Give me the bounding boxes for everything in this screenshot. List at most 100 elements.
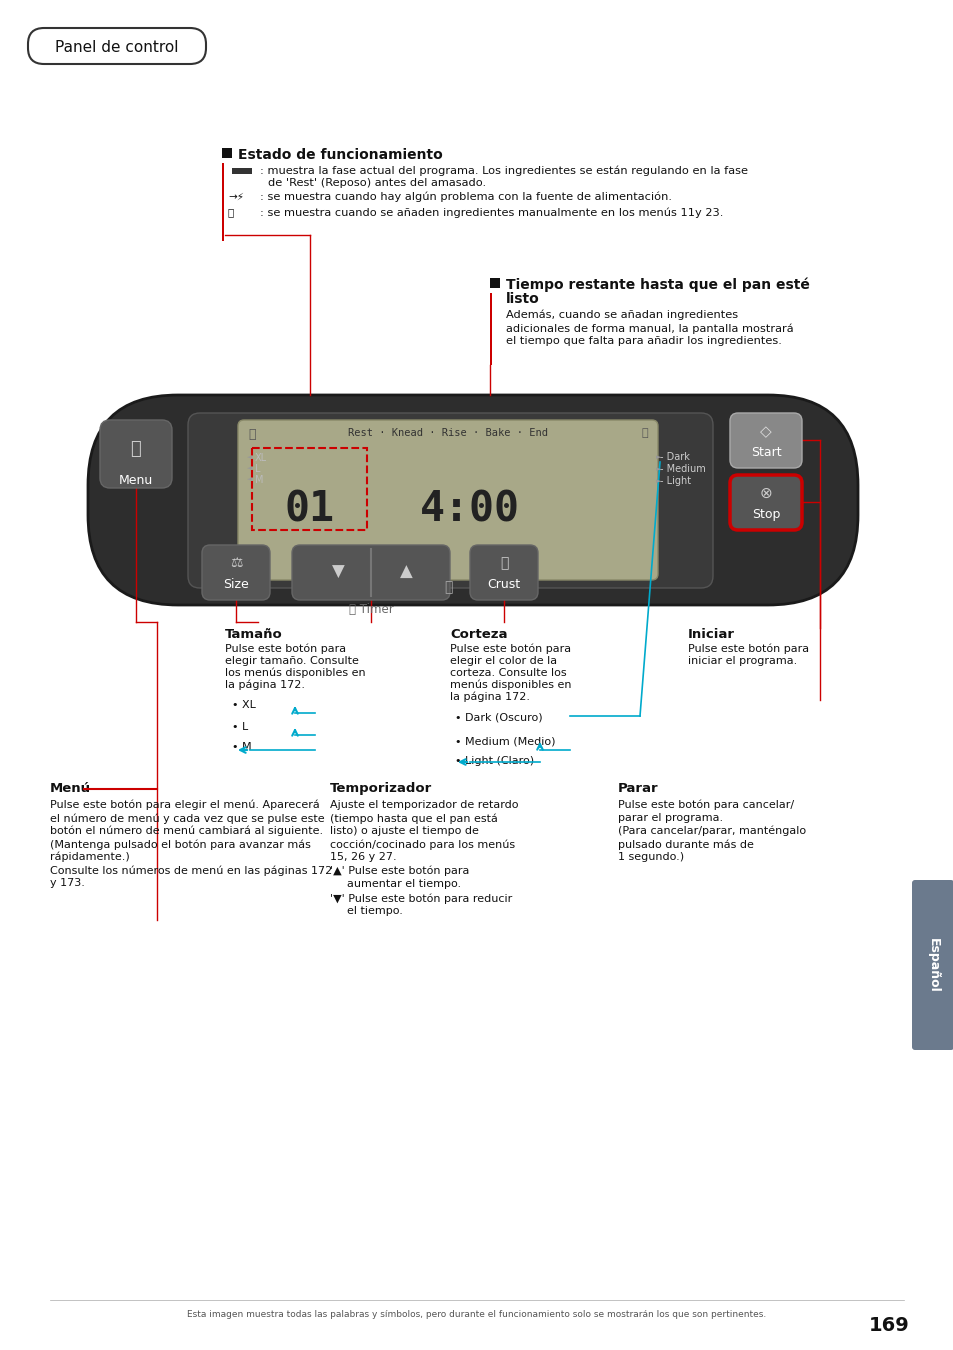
Text: (Mantenga pulsado el botón para avanzar más: (Mantenga pulsado el botón para avanzar … <box>50 838 311 849</box>
Text: el número de menú y cada vez que se pulse este: el número de menú y cada vez que se puls… <box>50 813 324 823</box>
Text: Estado de funcionamiento: Estado de funcionamiento <box>237 148 442 162</box>
Text: Pulse este botón para cancelar/: Pulse este botón para cancelar/ <box>618 801 793 810</box>
FancyBboxPatch shape <box>202 545 270 599</box>
Text: Tamaño: Tamaño <box>225 628 282 641</box>
Text: '▲' Pulse este botón para: '▲' Pulse este botón para <box>330 865 469 876</box>
Text: y 173.: y 173. <box>50 878 85 888</box>
Text: ►: ► <box>656 454 660 460</box>
Text: (tiempo hasta que el pan está: (tiempo hasta que el pan está <box>330 813 497 823</box>
FancyBboxPatch shape <box>237 420 658 580</box>
Text: elegir tamaño. Consulte: elegir tamaño. Consulte <box>225 656 358 666</box>
Text: 📖: 📖 <box>443 580 452 594</box>
Text: ⏻ Timer: ⏻ Timer <box>348 603 393 616</box>
Text: el tiempo que falta para añadir los ingredientes.: el tiempo que falta para añadir los ingr… <box>505 336 781 346</box>
FancyBboxPatch shape <box>28 28 206 63</box>
Text: ⊗: ⊗ <box>759 486 772 501</box>
FancyBboxPatch shape <box>911 880 953 1050</box>
Bar <box>490 293 492 364</box>
Text: ◄: ◄ <box>247 454 252 460</box>
Text: listo) o ajuste el tiempo de: listo) o ajuste el tiempo de <box>330 826 478 836</box>
Text: Español: Español <box>925 938 939 992</box>
Text: ◇: ◇ <box>760 424 771 439</box>
Text: L: L <box>254 464 260 474</box>
Text: Pulse este botón para: Pulse este botón para <box>687 644 808 655</box>
Text: Pulse este botón para: Pulse este botón para <box>225 644 346 655</box>
Text: XL: XL <box>254 454 267 463</box>
Text: : se muestra cuando hay algún problema con la fuente de alimentación.: : se muestra cuando hay algún problema c… <box>260 192 671 202</box>
Text: Menú: Menú <box>50 782 91 795</box>
Bar <box>222 163 224 242</box>
Text: Temporizador: Temporizador <box>330 782 432 795</box>
Text: Ajuste el temporizador de retardo: Ajuste el temporizador de retardo <box>330 801 518 810</box>
Text: • L: • L <box>232 722 248 732</box>
Text: • Dark (Oscuro): • Dark (Oscuro) <box>455 711 542 722</box>
Text: 📖: 📖 <box>131 440 141 458</box>
Bar <box>232 167 252 174</box>
Text: menús disponibles en: menús disponibles en <box>450 680 571 690</box>
Text: ►: ► <box>656 478 660 485</box>
Text: ▼: ▼ <box>332 563 344 580</box>
Text: Pulse este botón para: Pulse este botón para <box>450 644 571 655</box>
Text: el tiempo.: el tiempo. <box>347 906 402 917</box>
Bar <box>252 448 367 531</box>
Text: Iniciar: Iniciar <box>687 628 734 641</box>
Text: Start: Start <box>750 446 781 459</box>
FancyBboxPatch shape <box>729 475 801 531</box>
Text: M: M <box>254 475 263 485</box>
FancyBboxPatch shape <box>729 413 801 468</box>
Text: Size: Size <box>223 578 249 591</box>
Text: la página 172.: la página 172. <box>450 693 530 702</box>
Text: ⚖: ⚖ <box>230 556 242 570</box>
Text: 169: 169 <box>868 1316 909 1335</box>
Text: 4:00: 4:00 <box>419 489 519 531</box>
Text: listo: listo <box>505 292 539 306</box>
Text: de 'Rest' (Reposo) antes del amasado.: de 'Rest' (Reposo) antes del amasado. <box>268 178 486 188</box>
Text: Rest · Knead · Rise · Bake · End: Rest · Knead · Rise · Bake · End <box>348 428 547 437</box>
Bar <box>222 148 232 158</box>
Text: pulsado durante más de: pulsado durante más de <box>618 838 753 849</box>
Text: • M: • M <box>232 743 252 752</box>
Text: Corteza: Corteza <box>450 628 507 641</box>
Text: Menu: Menu <box>119 474 153 487</box>
Bar <box>490 278 499 288</box>
FancyBboxPatch shape <box>100 420 172 487</box>
Text: • Medium (Medio): • Medium (Medio) <box>455 736 555 747</box>
Text: →⚡: →⚡ <box>228 192 244 202</box>
Text: parar el programa.: parar el programa. <box>618 813 722 823</box>
Text: Esta imagen muestra todas las palabras y símbolos, pero durante el funcionamient: Esta imagen muestra todas las palabras y… <box>187 1310 766 1319</box>
Text: '▼' Pulse este botón para reducir: '▼' Pulse este botón para reducir <box>330 892 512 903</box>
Text: : se muestra cuando se añaden ingredientes manualmente en los menús 11y 23.: : se muestra cuando se añaden ingredient… <box>260 207 722 217</box>
Text: 👋: 👋 <box>228 207 234 217</box>
Text: botón el número de menú cambiará al siguiente.: botón el número de menú cambiará al sigu… <box>50 826 323 837</box>
Text: iniciar el programa.: iniciar el programa. <box>687 656 797 666</box>
Text: - Dark: - Dark <box>659 452 689 462</box>
FancyBboxPatch shape <box>292 545 450 599</box>
Text: Parar: Parar <box>618 782 658 795</box>
Text: corteza. Consulte los: corteza. Consulte los <box>450 668 566 678</box>
Text: : muestra la fase actual del programa. Los ingredientes se están regulando en la: : muestra la fase actual del programa. L… <box>260 165 747 176</box>
Text: ⛲: ⛲ <box>248 428 255 441</box>
Text: aumentar el tiempo.: aumentar el tiempo. <box>347 879 460 890</box>
Text: 🧱: 🧱 <box>499 556 508 570</box>
Text: ◄: ◄ <box>247 477 252 482</box>
Text: los menús disponibles en: los menús disponibles en <box>225 668 365 679</box>
Text: Pulse este botón para elegir el menú. Aparecerá: Pulse este botón para elegir el menú. Ap… <box>50 801 319 810</box>
FancyBboxPatch shape <box>470 545 537 599</box>
Text: • Light (Claro): • Light (Claro) <box>455 756 534 765</box>
Text: • XL: • XL <box>232 701 255 710</box>
Text: adicionales de forma manual, la pantalla mostrará: adicionales de forma manual, la pantalla… <box>505 323 793 333</box>
Text: - Medium: - Medium <box>659 464 705 474</box>
Text: ◄: ◄ <box>247 464 252 471</box>
Text: Además, cuando se añadan ingredientes: Además, cuando se añadan ingredientes <box>505 310 738 320</box>
Text: ▲: ▲ <box>399 563 412 580</box>
Text: Consulte los números de menú en las páginas 172: Consulte los números de menú en las pági… <box>50 865 332 876</box>
Text: Panel de control: Panel de control <box>55 39 178 54</box>
FancyBboxPatch shape <box>188 413 712 589</box>
Text: 01: 01 <box>285 489 335 531</box>
Text: cocción/cocinado para los menús: cocción/cocinado para los menús <box>330 838 515 849</box>
Text: Tiempo restante hasta que el pan esté: Tiempo restante hasta que el pan esté <box>505 278 809 293</box>
Text: 🔋: 🔋 <box>640 428 647 437</box>
Text: la página 172.: la página 172. <box>225 680 305 690</box>
Text: - Light: - Light <box>659 477 690 486</box>
Text: Stop: Stop <box>751 508 780 521</box>
